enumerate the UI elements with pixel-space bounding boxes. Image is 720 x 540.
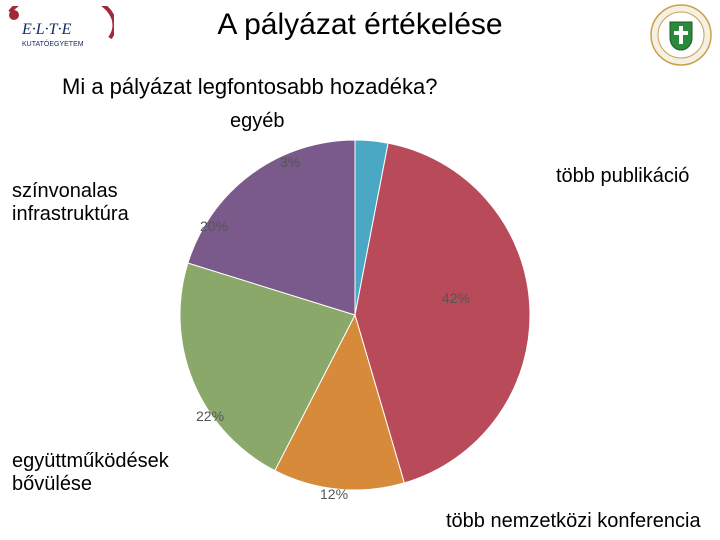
pct-label-1: 42%: [442, 290, 470, 306]
pct-label-4: 20%: [200, 218, 228, 234]
page-title: A pályázat értékelése: [0, 8, 720, 42]
pie-chart: [170, 130, 540, 500]
page-subtitle: Mi a pályázat legfontosabb hozadéka?: [62, 74, 437, 100]
pct-label-3: 22%: [196, 408, 224, 424]
callout-1: több publikáció: [556, 165, 689, 188]
pie-svg: [170, 130, 540, 500]
pct-label-0: 3%: [280, 154, 300, 170]
callout-0: egyéb: [230, 110, 285, 133]
callout-3: együttműködésekbővülése: [12, 450, 169, 496]
callout-4: színvonalasinfrastruktúra: [12, 180, 129, 226]
callout-2: több nemzetközi konferencia: [446, 510, 701, 533]
pct-label-2: 12%: [320, 486, 348, 502]
